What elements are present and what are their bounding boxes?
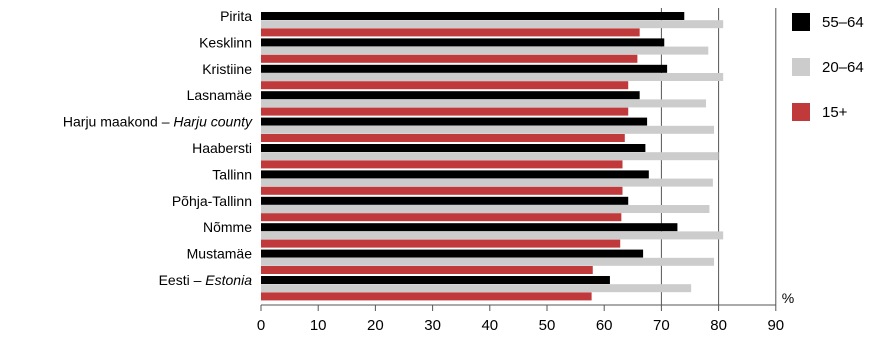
legend-label: 20–64 (822, 59, 864, 76)
bar-20–64-1 (261, 20, 724, 29)
bar-15+-9 (261, 239, 621, 248)
category-label: Kristiine (202, 61, 252, 77)
bar-55–64-6 (261, 144, 646, 152)
legend-swatch (792, 13, 810, 31)
bar-55–64-2 (261, 38, 665, 47)
category-label: Pirita (220, 8, 252, 24)
category-label: Haabersti (192, 140, 252, 156)
bar-15+-4 (261, 107, 629, 116)
category-label: Tallinn (212, 166, 252, 182)
x-tick-label: 20 (367, 317, 384, 334)
bar-55–64-7 (261, 170, 649, 179)
x-axis: 0 10 20 30 40 50 60 70 80 90 (257, 304, 784, 334)
bar-55–64-8 (261, 196, 629, 205)
bar-15+-7 (261, 186, 623, 195)
legend: 55–64 20–64 15+ (792, 13, 864, 121)
category-label: Kesklinn (199, 34, 252, 50)
bar-15+-5 (261, 134, 625, 142)
bar-20–64-4 (261, 99, 707, 108)
bar-20–64-10 (261, 257, 715, 266)
x-tick-label: 60 (596, 317, 613, 334)
x-tick-label: 70 (653, 317, 670, 334)
x-tick-label: 30 (424, 317, 441, 334)
unit-label: % (782, 290, 794, 306)
bar-55–64-1 (261, 12, 685, 20)
bar-55–64-10 (261, 249, 644, 258)
x-tick-label: 80 (710, 317, 727, 334)
category-label: Eesti – Estonia (159, 272, 253, 288)
bar-15+-8 (261, 213, 622, 222)
x-tick-label: 10 (310, 317, 327, 334)
bars (261, 12, 724, 301)
x-tick-label: 50 (539, 317, 556, 334)
category-label: Lasnamäe (187, 87, 253, 103)
category-label: Harju maakond – Harju county (63, 114, 253, 130)
bar-20–64-2 (261, 46, 709, 55)
bar-55–64-4 (261, 91, 640, 100)
bar-15+-2 (261, 54, 638, 63)
category-label: Nõmme (203, 219, 252, 235)
bar-20–64-7 (261, 178, 713, 187)
bar-20–64-11 (261, 284, 692, 293)
bar-20–64-8 (261, 205, 710, 213)
bar-20–64-5 (261, 125, 715, 134)
x-tick-label: 40 (481, 317, 498, 334)
bar-20–64-6 (261, 152, 719, 161)
legend-label: 55–64 (822, 14, 864, 31)
bar-20–64-3 (261, 73, 724, 81)
legend-swatch (792, 103, 810, 121)
bar-15+-6 (261, 160, 623, 169)
x-tick-label: 0 (257, 317, 265, 334)
bar-55–64-11 (261, 276, 610, 284)
category-label: Põhja-Tallinn (172, 193, 252, 209)
category-label: Mustamäe (187, 246, 253, 262)
bar-15+-11 (261, 292, 592, 301)
bar-15+-1 (261, 28, 640, 37)
legend-swatch (792, 58, 810, 76)
legend-label: 15+ (822, 104, 848, 121)
bar-55–64-9 (261, 223, 678, 232)
bar-15+-10 (261, 266, 593, 274)
x-tick-label: 90 (767, 317, 784, 334)
bar-15+-3 (261, 81, 629, 90)
bar-20–64-9 (261, 231, 724, 240)
bar-55–64-5 (261, 117, 648, 126)
bar-55–64-3 (261, 64, 668, 73)
category-labels: Pirita Kesklinn Kristiine Lasnamäe Harju maa… (63, 8, 253, 288)
